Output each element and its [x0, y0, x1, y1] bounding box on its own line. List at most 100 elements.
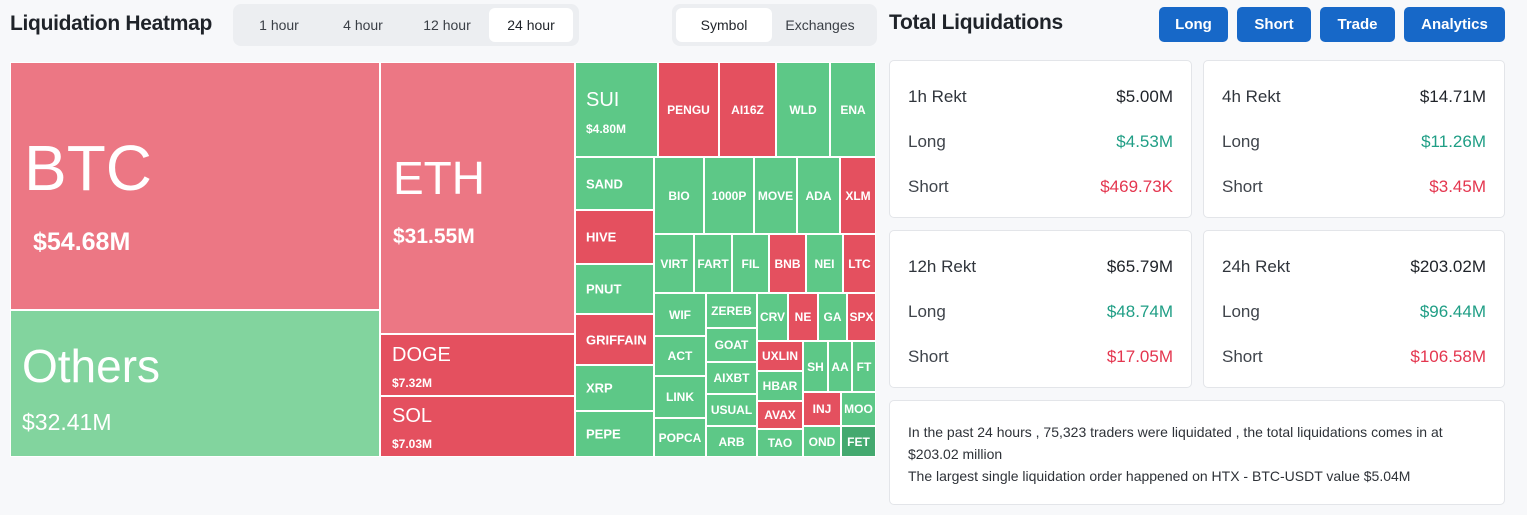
tile-symbol: FET: [847, 434, 870, 449]
long-button[interactable]: Long: [1159, 7, 1228, 42]
view-symbol[interactable]: Symbol: [676, 8, 772, 42]
heatmap-tile-inj[interactable]: INJ: [803, 392, 841, 426]
short-label: Short: [1222, 177, 1263, 196]
rekt-card-header: 12h Rekt $65.79M: [908, 255, 1173, 279]
heatmap-tile-act[interactable]: ACT: [654, 336, 706, 376]
heatmap-tile-pengu[interactable]: PENGU: [658, 62, 719, 157]
short-button[interactable]: Short: [1237, 7, 1311, 42]
heatmap-tile-griffain[interactable]: GRIFFAIN: [575, 314, 654, 365]
tile-symbol: SOL: [392, 405, 433, 427]
heatmap-tile-doge[interactable]: DOGE $7.32M: [380, 334, 575, 396]
tile-symbol: ZEREB: [711, 303, 752, 318]
summary-total-text: In the past 24 hours , 75,323 traders we…: [908, 424, 1443, 462]
heatmap-tile-sand[interactable]: SAND: [575, 157, 654, 210]
page-title: Liquidation Heatmap: [10, 12, 212, 35]
heatmap-tile-arb[interactable]: ARB: [706, 426, 757, 457]
tile-symbol: POPCA: [658, 430, 702, 445]
heatmap-tile-virt[interactable]: VIRT: [654, 234, 694, 293]
tile-symbol: GRIFFAIN: [586, 332, 647, 347]
heatmap-tile-move[interactable]: MOVE: [754, 157, 797, 234]
heatmap-tile-bio[interactable]: BIO: [654, 157, 704, 234]
rekt-card-header: 4h Rekt $14.71M: [1222, 85, 1486, 109]
short-label: Short: [908, 347, 949, 366]
tile-symbol: XLM: [845, 188, 871, 203]
heatmap-tile-ai16z[interactable]: AI16Z: [719, 62, 776, 157]
tile-symbol: NE: [794, 310, 812, 324]
heatmap-tile-wif[interactable]: WIF: [654, 293, 706, 336]
short-label: Short: [1222, 347, 1263, 366]
tile-symbol: FT: [856, 359, 872, 374]
heatmap-tile-sh[interactable]: SH: [803, 341, 828, 392]
tile-symbol: LINK: [666, 390, 694, 404]
liquidation-heatmap: BTC $54.68M Others $32.41M ETH $31.55M D…: [10, 62, 876, 457]
heatmap-tile-crv[interactable]: CRV: [757, 293, 788, 341]
rekt-card-1h: 1h Rekt $5.00M Long $4.53M Short $469.73…: [889, 60, 1192, 218]
heatmap-tile-ga[interactable]: GA: [818, 293, 847, 341]
heatmap-tile-fil[interactable]: FIL: [732, 234, 769, 293]
long-label: Long: [1222, 302, 1260, 321]
heatmap-tile-usual[interactable]: USUAL: [706, 394, 757, 426]
heatmap-tile-xrp[interactable]: XRP: [575, 365, 654, 411]
heatmap-tile-ne[interactable]: NE: [788, 293, 818, 341]
heatmap-tile-tao[interactable]: TAO: [757, 429, 803, 457]
heatmap-tile-sol[interactable]: SOL $7.03M: [380, 396, 575, 457]
view-selector: Symbol Exchanges: [672, 4, 877, 46]
range-1-hour[interactable]: 1 hour: [259, 17, 299, 33]
tile-symbol: OND: [808, 434, 836, 449]
view-exchanges[interactable]: Exchanges: [785, 17, 855, 33]
rekt-short-row: Short $469.73K: [908, 175, 1173, 199]
range-24-hour[interactable]: 24 hour: [489, 8, 573, 42]
heatmap-tile-hbar[interactable]: HBAR: [757, 371, 803, 401]
short-value: $469.73K: [1100, 177, 1173, 196]
heatmap-tile-eth[interactable]: ETH $31.55M: [380, 62, 575, 334]
heatmap-tile-pnut[interactable]: PNUT: [575, 264, 654, 314]
heatmap-tile-ena[interactable]: ENA: [830, 62, 876, 157]
trade-button[interactable]: Trade: [1320, 7, 1395, 42]
heatmap-tile-nei[interactable]: NEI: [806, 234, 843, 293]
tile-symbol: GA: [823, 310, 842, 324]
tile-symbol: BTC: [24, 132, 152, 204]
heatmap-tile-wld[interactable]: WLD: [776, 62, 830, 157]
rekt-total-value: $14.71M: [1419, 87, 1486, 106]
short-value: $106.58M: [1410, 347, 1486, 366]
tile-symbol: TAO: [767, 436, 793, 450]
heatmap-tile-moo[interactable]: MOO: [841, 392, 876, 426]
liquidation-summary: In the past 24 hours , 75,323 traders we…: [889, 400, 1505, 505]
heatmap-tile-sui[interactable]: SUI $4.80M: [575, 62, 658, 157]
heatmap-tile-popca[interactable]: POPCA: [654, 418, 706, 457]
heatmap-tile-1000p[interactable]: 1000P: [704, 157, 754, 234]
heatmap-tile-goat[interactable]: GOAT: [706, 328, 757, 362]
heatmap-tile-ada[interactable]: ADA: [797, 157, 840, 234]
heatmap-tile-aixbt[interactable]: AIXBT: [706, 362, 757, 394]
heatmap-tile-btc[interactable]: BTC $54.68M: [10, 62, 380, 310]
heatmap-tile-link[interactable]: LINK: [654, 376, 706, 418]
heatmap-tile-aa[interactable]: AA: [828, 341, 852, 392]
tile-symbol: SUI: [586, 89, 620, 111]
heatmap-tile-ltc[interactable]: LTC: [843, 234, 876, 293]
range-4-hour[interactable]: 4 hour: [343, 17, 383, 33]
time-range-selector: 1 hour 4 hour 12 hour 24 hour: [233, 4, 579, 46]
heatmap-tile-others[interactable]: Others $32.41M: [10, 310, 380, 457]
heatmap-tile-spx[interactable]: SPX: [847, 293, 876, 341]
heatmap-tile-fart[interactable]: FART: [694, 234, 732, 293]
tile-symbol: VIRT: [660, 256, 688, 271]
tile-symbol: USUAL: [710, 403, 753, 417]
tile-symbol: NEI: [814, 256, 835, 271]
analytics-button[interactable]: Analytics: [1404, 7, 1505, 42]
heatmap-tile-uxlin[interactable]: UXLIN: [757, 341, 803, 371]
heatmap-tile-avax[interactable]: AVAX: [757, 401, 803, 429]
rekt-period-label: 12h Rekt: [908, 257, 977, 276]
heatmap-tile-ft[interactable]: FT: [852, 341, 876, 392]
heatmap-tile-hive[interactable]: HIVE: [575, 210, 654, 264]
heatmap-tile-zereb[interactable]: ZEREB: [706, 293, 757, 328]
heatmap-tile-ond[interactable]: OND: [803, 426, 841, 457]
tile-symbol: UXLIN: [762, 349, 798, 363]
heatmap-tile-fet[interactable]: FET: [841, 426, 876, 457]
range-12-hour[interactable]: 12 hour: [423, 17, 471, 33]
heatmap-tile-xlm[interactable]: XLM: [840, 157, 876, 234]
tile-symbol: LTC: [848, 256, 871, 271]
heatmap-tile-pepe[interactable]: PEPE: [575, 411, 654, 457]
heatmap-tile-bnb[interactable]: BNB: [769, 234, 806, 293]
tile-symbol: ADA: [805, 188, 832, 203]
rekt-card-24h: 24h Rekt $203.02M Long $96.44M Short $10…: [1203, 230, 1505, 388]
